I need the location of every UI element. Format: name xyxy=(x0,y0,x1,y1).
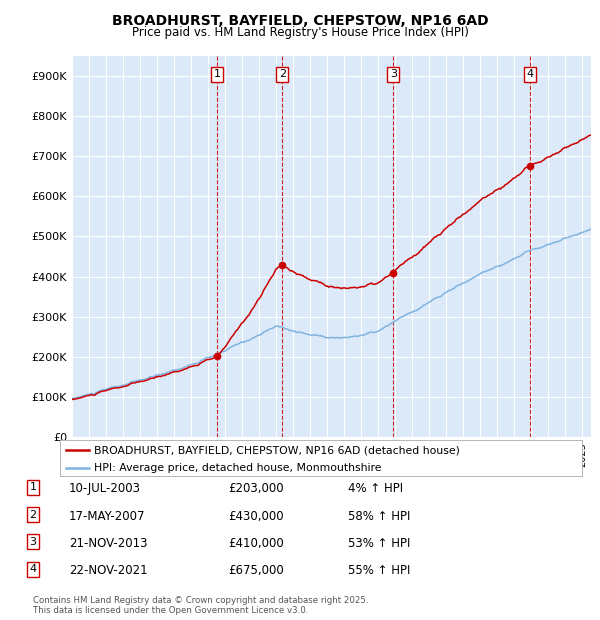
Text: £675,000: £675,000 xyxy=(228,564,284,577)
Text: 4: 4 xyxy=(29,564,37,574)
Text: 2: 2 xyxy=(279,69,286,79)
Text: 58% ↑ HPI: 58% ↑ HPI xyxy=(348,510,410,523)
Text: 21-NOV-2013: 21-NOV-2013 xyxy=(69,537,148,550)
Text: 10-JUL-2003: 10-JUL-2003 xyxy=(69,482,141,495)
Text: Contains HM Land Registry data © Crown copyright and database right 2025.
This d: Contains HM Land Registry data © Crown c… xyxy=(33,596,368,615)
Text: 2: 2 xyxy=(29,510,37,520)
Text: 53% ↑ HPI: 53% ↑ HPI xyxy=(348,537,410,550)
Text: 3: 3 xyxy=(390,69,397,79)
Text: £430,000: £430,000 xyxy=(228,510,284,523)
Text: Price paid vs. HM Land Registry's House Price Index (HPI): Price paid vs. HM Land Registry's House … xyxy=(131,26,469,39)
Text: 1: 1 xyxy=(29,482,37,492)
Text: 22-NOV-2021: 22-NOV-2021 xyxy=(69,564,148,577)
Text: BROADHURST, BAYFIELD, CHEPSTOW, NP16 6AD (detached house): BROADHURST, BAYFIELD, CHEPSTOW, NP16 6AD… xyxy=(94,445,460,455)
Text: £410,000: £410,000 xyxy=(228,537,284,550)
Text: 4: 4 xyxy=(526,69,533,79)
Text: 55% ↑ HPI: 55% ↑ HPI xyxy=(348,564,410,577)
Text: £203,000: £203,000 xyxy=(228,482,284,495)
Text: 17-MAY-2007: 17-MAY-2007 xyxy=(69,510,146,523)
Text: 4% ↑ HPI: 4% ↑ HPI xyxy=(348,482,403,495)
Text: 1: 1 xyxy=(214,69,221,79)
Text: 3: 3 xyxy=(29,537,37,547)
Text: BROADHURST, BAYFIELD, CHEPSTOW, NP16 6AD: BROADHURST, BAYFIELD, CHEPSTOW, NP16 6AD xyxy=(112,14,488,28)
Text: HPI: Average price, detached house, Monmouthshire: HPI: Average price, detached house, Monm… xyxy=(94,463,382,473)
